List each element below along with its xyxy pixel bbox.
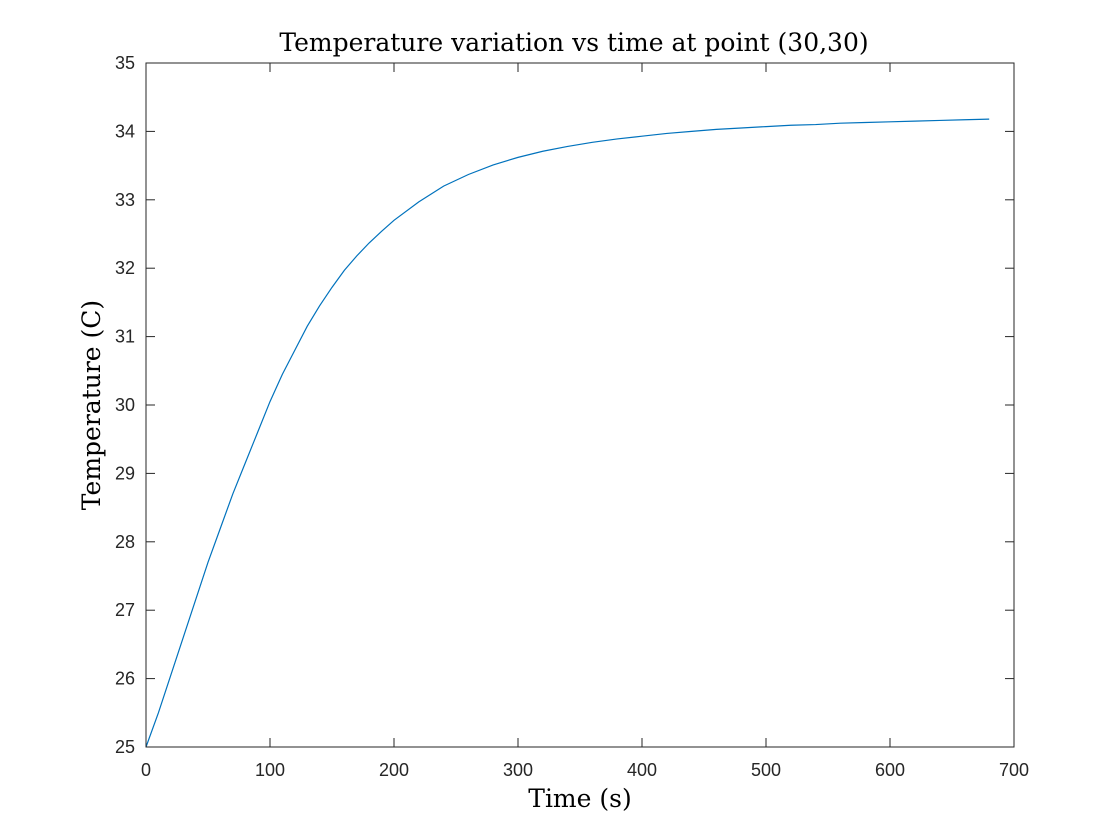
- y-tick-label: 26: [115, 669, 135, 689]
- y-tick-label: 32: [115, 258, 135, 278]
- plot-area: [145, 62, 1015, 748]
- x-tick-label: 0: [141, 760, 151, 780]
- y-axis-label: Temperature (C): [77, 300, 106, 510]
- x-tick-label: 500: [751, 760, 781, 780]
- x-tick-label: 100: [255, 760, 285, 780]
- y-tick-label: 29: [115, 463, 135, 483]
- y-axis-ticks: 25 26 27 28 29 30 31 32 33 34 35: [115, 53, 1014, 757]
- x-axis-ticks: 0 100 200 300 400 500 600 700: [141, 63, 1029, 780]
- y-tick-label: 34: [115, 121, 135, 141]
- x-axis-label: Time (s): [528, 784, 631, 813]
- y-tick-label: 31: [115, 327, 135, 347]
- chart-title: Temperature variation vs time at point (…: [279, 28, 868, 57]
- y-tick-label: 35: [115, 53, 135, 73]
- y-tick-label: 27: [115, 600, 135, 620]
- y-tick-label: 33: [115, 190, 135, 210]
- axes-box: [145, 62, 1015, 748]
- y-tick-label: 25: [115, 737, 135, 757]
- y-tick-label: 30: [115, 395, 135, 415]
- x-tick-label: 600: [875, 760, 905, 780]
- series-line: [145, 118, 990, 748]
- x-tick-label: 300: [503, 760, 533, 780]
- y-tick-label: 28: [115, 532, 135, 552]
- x-tick-label: 400: [627, 760, 657, 780]
- x-tick-label: 700: [999, 760, 1029, 780]
- x-tick-label: 200: [379, 760, 409, 780]
